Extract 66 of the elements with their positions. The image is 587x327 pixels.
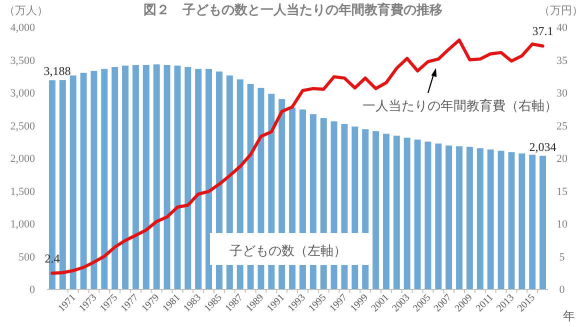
y-tick-label: 0 <box>30 284 36 296</box>
x-tick-label: 1989 <box>244 292 266 314</box>
bar <box>456 146 463 289</box>
bar <box>195 68 202 289</box>
bar <box>174 66 181 289</box>
series-label: 子どもの数（左軸） <box>230 243 346 258</box>
y-tick-label: 4,000 <box>10 22 36 34</box>
series-label: 一人当たりの年間教育費（右軸） <box>362 98 558 113</box>
bar <box>153 64 160 289</box>
y2-tick-label: 25 <box>556 120 568 132</box>
y-axis-title: （万人） <box>4 5 48 17</box>
x-tick-label: 1999 <box>348 292 370 314</box>
y-tick-label: 1,000 <box>10 218 36 230</box>
y2-axis-title: （万円） <box>539 5 583 17</box>
x-tick-label: 1979 <box>140 292 162 314</box>
y2-tick-label: 15 <box>556 186 568 198</box>
y2-tick-label: 35 <box>556 54 568 67</box>
bar <box>70 75 76 289</box>
bar <box>101 68 108 289</box>
y2-tick-label: 5 <box>559 251 566 264</box>
bar <box>529 154 536 289</box>
chart-title: 図２ 子どもの数と一人当たりの年間教育費の推移 <box>144 2 442 18</box>
data-label: 37.1 <box>532 24 554 38</box>
y2-tick-label: 30 <box>556 88 568 100</box>
bar <box>80 72 87 289</box>
bar <box>498 150 504 289</box>
y-tick-label: 1,500 <box>10 186 36 198</box>
bar <box>435 144 442 289</box>
bar <box>372 131 380 289</box>
bar <box>518 153 526 289</box>
bar <box>508 152 515 289</box>
bar <box>487 149 494 289</box>
y2-tick-label: 40 <box>556 22 568 34</box>
bar <box>382 134 390 289</box>
y-tick-label: 3,000 <box>10 88 36 100</box>
bar <box>476 148 484 289</box>
bar <box>540 156 546 289</box>
x-tick-label: 1981 <box>160 292 183 314</box>
bar <box>424 142 432 289</box>
bar <box>446 146 452 289</box>
bar <box>112 66 118 289</box>
y-tick-label: 500 <box>18 251 36 264</box>
bar <box>90 70 98 289</box>
x-tick-label: 1971 <box>56 292 78 314</box>
y-tick-label: 3,500 <box>10 54 36 67</box>
data-label: 2,034 <box>529 140 556 154</box>
bar <box>132 64 139 289</box>
y2-tick-label: 10 <box>556 218 568 230</box>
bar <box>393 136 400 289</box>
data-label: 3,188 <box>44 64 71 78</box>
bar <box>414 140 421 289</box>
bar <box>142 64 150 289</box>
bar <box>184 66 192 289</box>
y-tick-label: 2,000 <box>10 153 36 165</box>
bar <box>122 66 129 289</box>
bar <box>206 68 212 289</box>
x-tick-label: 2011 <box>474 292 496 314</box>
y2-tick-label: 20 <box>556 153 568 165</box>
bar <box>466 146 473 289</box>
x-tick-label: 1991 <box>265 292 287 314</box>
y-tick-label: 2,500 <box>10 120 36 132</box>
bar <box>404 138 410 289</box>
y2-tick-label: 0 <box>559 284 566 296</box>
bar <box>164 64 170 289</box>
bar <box>59 80 66 289</box>
x-axis-title: 年 <box>563 309 575 323</box>
